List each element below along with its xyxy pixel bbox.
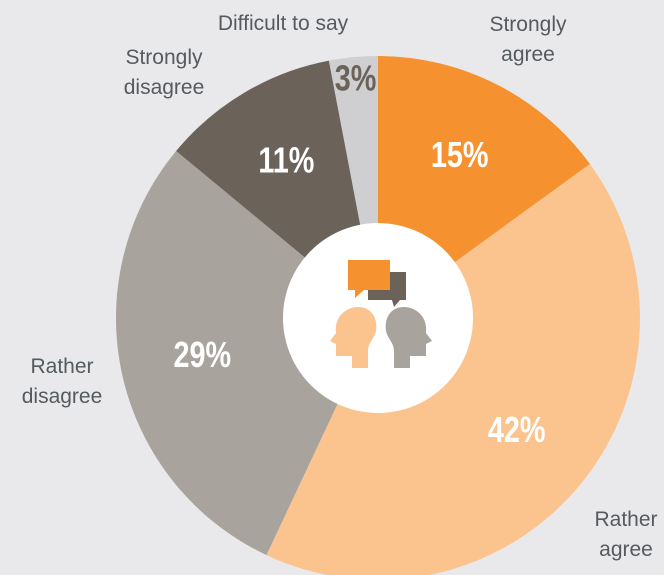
value-label: 29% [174, 334, 232, 375]
category-label: Rather disagree [21, 355, 103, 408]
value-label: 3% [335, 57, 377, 98]
value-label: 15% [431, 134, 489, 175]
value-label: 11% [258, 139, 314, 180]
icon [330, 260, 432, 368]
category-label: Rather agree [594, 508, 658, 561]
category-label: Strongly disagree [123, 46, 205, 99]
center-hole [283, 223, 473, 413]
value-label: 42% [488, 409, 546, 450]
slice [116, 150, 378, 556]
category-label: Strongly agree [489, 13, 567, 66]
category-label: Difficult to say [217, 12, 349, 35]
